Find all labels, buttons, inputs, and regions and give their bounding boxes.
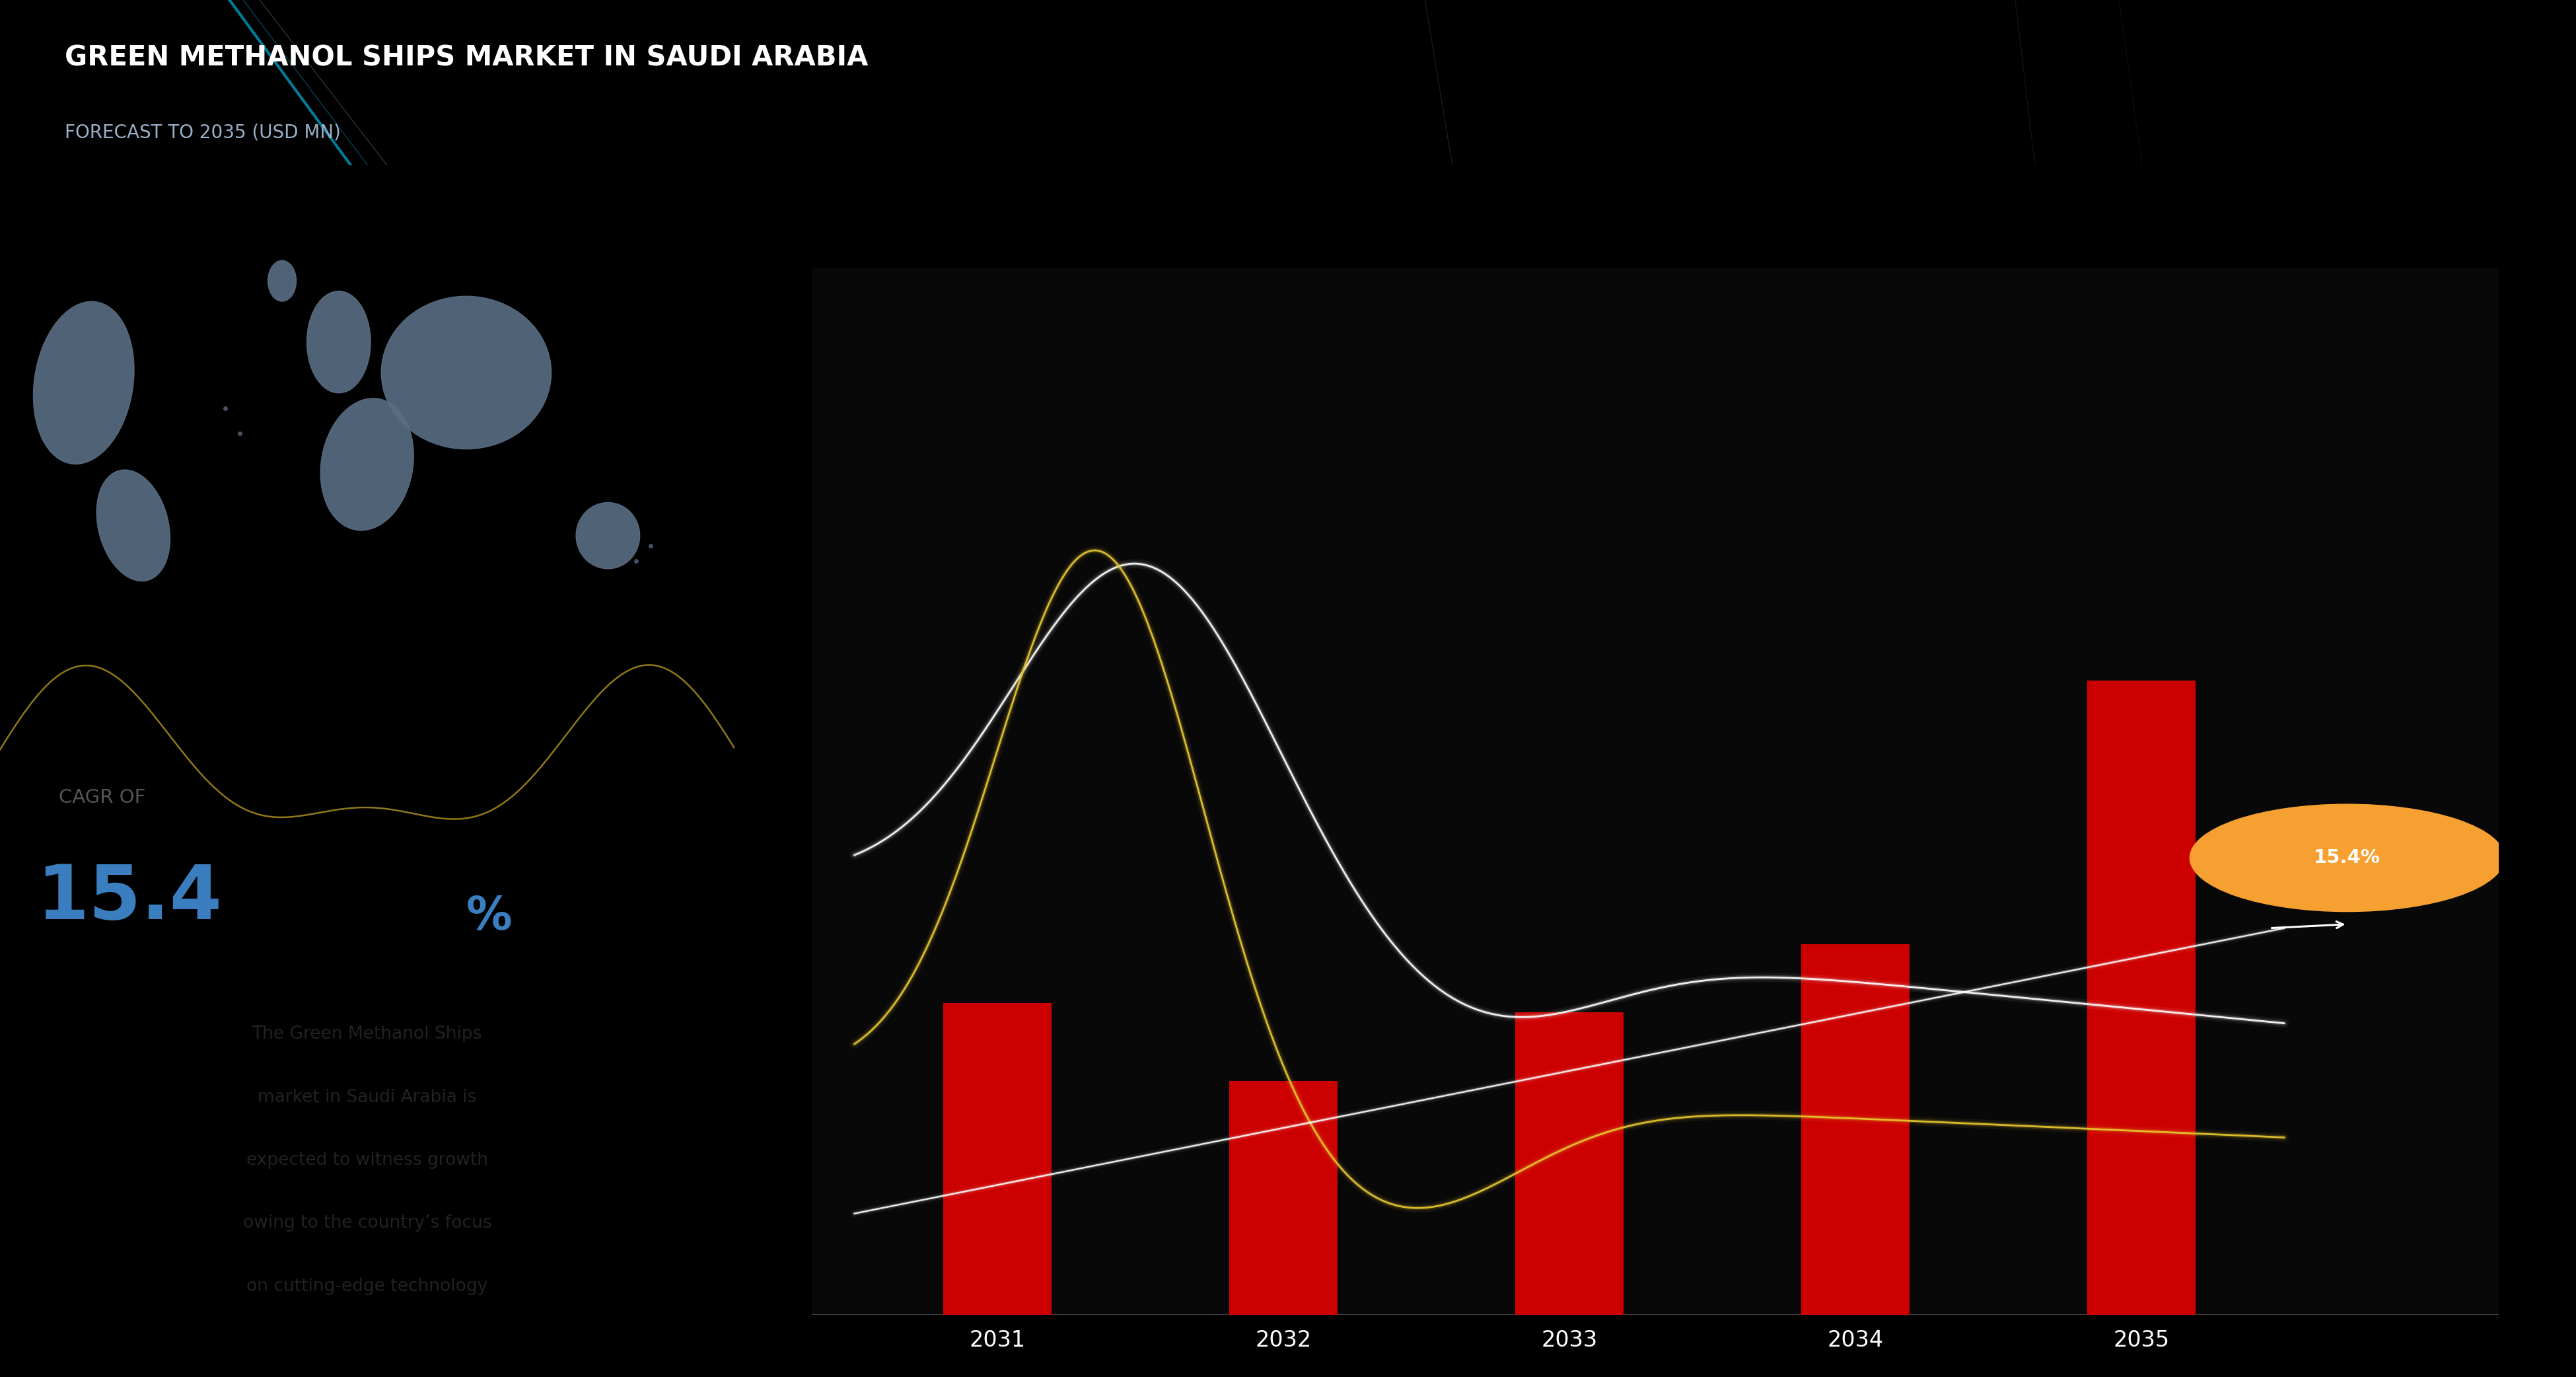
Text: GREEN METHANOL SHIPS MARKET IN SAUDI ARABIA: GREEN METHANOL SHIPS MARKET IN SAUDI ARA… (64, 44, 868, 72)
Text: 15.4%: 15.4% (2313, 848, 2380, 868)
Ellipse shape (307, 291, 371, 392)
Bar (2087, 680, 2195, 1315)
Text: expected to witness growth: expected to witness growth (247, 1151, 487, 1169)
Ellipse shape (319, 398, 415, 530)
Text: owing to the country’s focus: owing to the country’s focus (242, 1215, 492, 1232)
Text: 15.4: 15.4 (36, 862, 222, 935)
Text: %: % (466, 895, 513, 939)
Bar (1801, 945, 1909, 1315)
Ellipse shape (95, 470, 170, 581)
Circle shape (2190, 804, 2504, 912)
Text: market in Saudi Arabia is: market in Saudi Arabia is (258, 1089, 477, 1106)
Ellipse shape (381, 296, 551, 449)
Ellipse shape (268, 260, 296, 302)
Ellipse shape (33, 302, 134, 464)
Text: on cutting-edge technology: on cutting-edge technology (247, 1278, 487, 1294)
Text: CAGR OF: CAGR OF (59, 789, 144, 807)
Text: The Green Methanol Ships: The Green Methanol Ships (252, 1026, 482, 1042)
Bar (1515, 1012, 1623, 1315)
Ellipse shape (577, 503, 639, 569)
Bar (943, 1002, 1051, 1315)
Text: FORECAST TO 2035 (USD MN): FORECAST TO 2035 (USD MN) (64, 123, 340, 142)
Bar (1229, 1081, 1337, 1315)
